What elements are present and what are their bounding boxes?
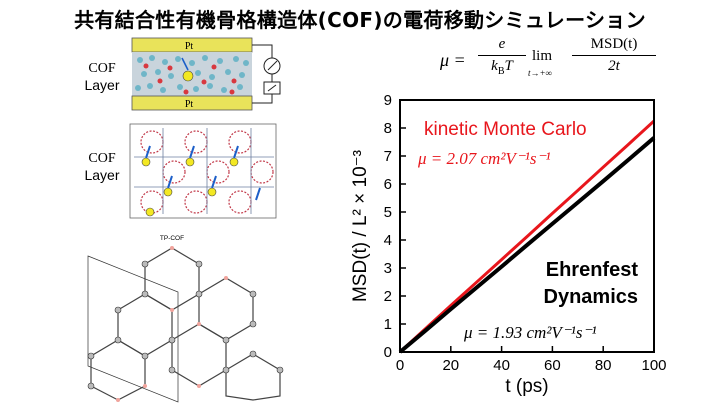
kmc-legend-label: kinetic Monte Carlo (424, 119, 587, 140)
formula-msd-fraction: MSD(t) 2t (572, 36, 656, 75)
formula-msd-numerator: MSD(t) (590, 36, 638, 52)
lattice-cof-label: COF Layer (84, 151, 120, 183)
x-tick-label: 0 (396, 357, 404, 374)
y-tick-label: 0 (384, 344, 392, 361)
kmc-series-line (398, 119, 656, 354)
page-title: 共有結合性有機骨格構造体(COF)の電荷移動シミュレーション (74, 8, 646, 32)
kmc-mobility-annotation: μ = 2.07 cm²V⁻¹s⁻¹ (417, 149, 551, 168)
chart-series (398, 119, 656, 354)
ehrenfest-legend-label: Ehrenfest (546, 259, 639, 281)
y-tick-label: 9 (384, 92, 392, 109)
y-tick-label: 4 (384, 232, 392, 249)
formula-denominator: kBT (491, 58, 513, 77)
ehrenfest-series-line (398, 136, 656, 354)
cof-illustration-panel: COF Layer Pt Pt COF Layer (0, 30, 300, 405)
formula-prefactor: e kBT (478, 36, 526, 77)
y-tick-label: 6 (384, 176, 392, 193)
electrode-top-label: Pt (185, 41, 194, 52)
x-tick-label: 40 (493, 357, 510, 374)
device-cof-label: COF Layer (84, 61, 120, 93)
y-tick-label: 2 (384, 288, 392, 305)
formula-lhs: μ = (440, 50, 466, 70)
formula-msd-denominator: 2t (608, 58, 620, 74)
formula-numerator: e (498, 36, 506, 52)
cof-atoms (135, 55, 249, 93)
mobility-formula: μ = e kBT lim t→+∞ MSD(t) 2t (432, 32, 672, 88)
x-tick-label: 20 (442, 357, 459, 374)
formula-lim-sub: t→+∞ (528, 68, 552, 78)
plot-frame (399, 99, 655, 353)
device-illustration: Pt Pt (131, 37, 281, 111)
y-tick-label: 1 (384, 316, 392, 333)
tp-cof-structure: TP-COF (87, 235, 284, 403)
msd-chart: 0 20 40 60 80 100 0 1 2 3 4 5 6 7 8 9 kinetic Monte Car… (350, 92, 667, 397)
y-tick-label: 3 (384, 260, 392, 277)
tp-cof-nodes (87, 260, 284, 390)
lattice-arrow-icons (145, 145, 261, 201)
unit-cell-outline (87, 255, 179, 403)
y-axis-label: MSD(t) / L² × 10⁻³ (350, 150, 371, 302)
x-tick-label: 100 (641, 357, 666, 374)
y-tick-label: 8 (384, 120, 392, 137)
lattice-frame (134, 128, 274, 214)
x-tick-label: 60 (544, 357, 561, 374)
tp-cof-label: TP-COF (160, 235, 184, 242)
ehrenfest-mobility-annotation: μ = 1.93 cm²V⁻¹s⁻¹ (463, 323, 597, 342)
lattice-illustration (129, 123, 277, 219)
y-tick-label: 7 (384, 148, 392, 165)
tp-cof-boron-atoms (116, 246, 228, 402)
charge-carrier-icon (182, 70, 194, 82)
x-tick-label: 80 (595, 357, 612, 374)
cof-heteroatoms (143, 63, 237, 95)
electrode-bottom-label: Pt (185, 99, 194, 110)
lattice-charge-icons (141, 157, 239, 217)
y-tick-label: 5 (384, 204, 392, 221)
x-axis-label: t (ps) (505, 376, 548, 397)
ehrenfest-legend-label-line2: Dynamics (544, 286, 639, 308)
formula-lim: lim (532, 48, 553, 64)
